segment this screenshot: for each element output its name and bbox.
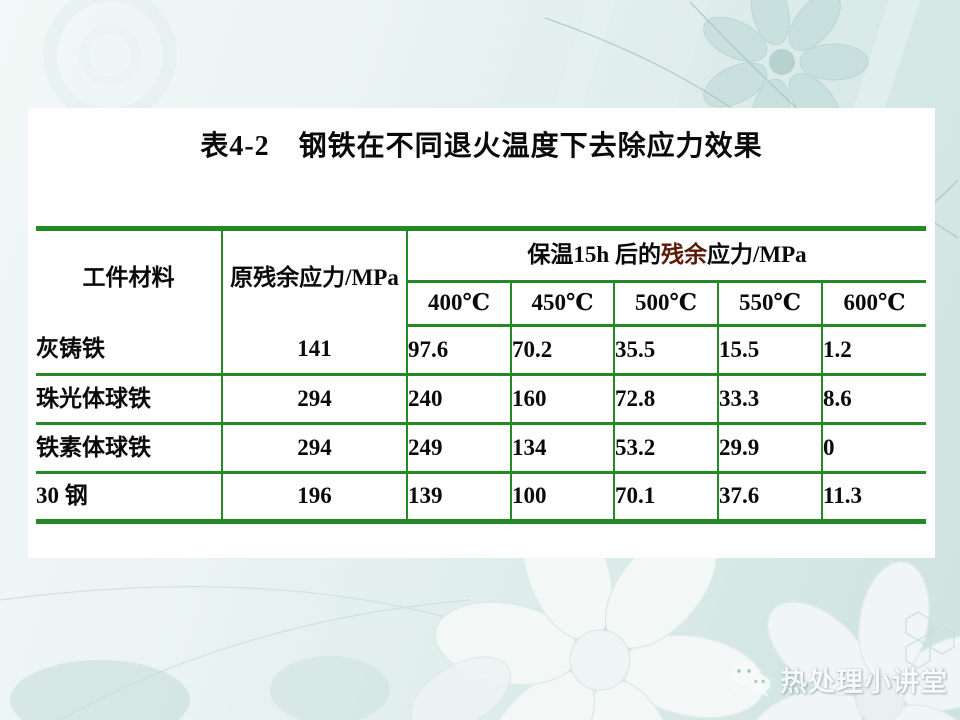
cell-value: 70.1 — [613, 472, 718, 522]
cell-value: 70.2 — [510, 325, 614, 376]
stress-relief-table: 工件材料 原残余应力/MPa 保温15h 后的残余应力/MPa 400℃ 450… — [36, 226, 927, 524]
watermark-label: 热处理小讲堂 — [780, 666, 948, 697]
header-temp-600: 600℃ — [820, 281, 927, 327]
cell-value: 100 — [510, 472, 614, 522]
cell-value: 35.5 — [613, 325, 718, 376]
cell-original: 294 — [221, 423, 407, 474]
cell-value: 15.5 — [717, 325, 822, 376]
header-after-holding-highlight: 残余 — [660, 242, 707, 268]
header-original-stress: 原残余应力/MPa — [221, 228, 407, 326]
cell-value: 11.3 — [820, 472, 927, 522]
header-after-holding-suffix: 应力/MPa — [706, 242, 807, 268]
cell-material: 铁素体球铁 — [36, 423, 222, 474]
table-row: 灰铸铁 141 97.6 70.2 35.5 15.5 1.2 — [36, 325, 927, 376]
page-title: 表4-2 钢铁在不同退火温度下去除应力效果 — [200, 131, 763, 162]
faint-bottom-lines — [0, 559, 605, 720]
cell-value: 139 — [406, 472, 511, 522]
cell-value: 240 — [406, 374, 511, 425]
cell-value: 1.2 — [820, 325, 927, 376]
header-temp-450: 450℃ — [510, 281, 614, 327]
header-temp-400: 400℃ — [406, 281, 511, 327]
header-temp-500: 500℃ — [613, 281, 718, 327]
cell-original: 141 — [221, 325, 407, 376]
wechat-icon — [729, 662, 771, 697]
cell-value: 33.3 — [717, 374, 822, 425]
bottom-teal-accents — [10, 572, 705, 720]
cell-value: 29.9 — [717, 423, 822, 474]
header-material: 工件材料 — [82, 265, 175, 291]
cell-material: 珠光体球铁 — [36, 374, 222, 425]
table-row: 30 钢 196 139 100 70.1 37.6 11.3 — [36, 472, 927, 522]
header-after-holding: 保温15h 后的残余应力/MPa — [405, 228, 927, 283]
cell-value: 134 — [510, 423, 614, 474]
cell-material: 30 钢 — [36, 483, 88, 509]
watermark: 热处理小讲堂 — [728, 658, 948, 700]
cell-value: 8.6 — [820, 374, 927, 425]
cell-original: 196 — [221, 472, 407, 522]
cell-material: 灰铸铁 — [36, 325, 222, 376]
cell-value: 53.2 — [613, 423, 718, 474]
content-panel: 表4-2 钢铁在不同退火温度下去除应力效果 工件材料 原残余应力/MPa 保温1… — [28, 108, 935, 558]
cell-original: 294 — [221, 374, 407, 425]
faint-swirl — [43, 0, 177, 122]
header-after-holding-prefix: 保温15h 后的 — [527, 242, 661, 268]
cell-value: 160 — [510, 374, 614, 425]
cell-value: 249 — [406, 423, 511, 474]
table-row: 珠光体球铁 294 240 160 72.8 33.3 8.6 — [36, 374, 927, 425]
cell-value: 0 — [820, 423, 927, 474]
cell-value: 37.6 — [717, 472, 822, 522]
cell-value: 97.6 — [406, 325, 511, 376]
header-temp-550: 550℃ — [717, 281, 822, 327]
cell-value: 72.8 — [613, 374, 718, 425]
table-row: 铁素体球铁 294 249 134 53.2 29.9 0 — [36, 423, 927, 474]
